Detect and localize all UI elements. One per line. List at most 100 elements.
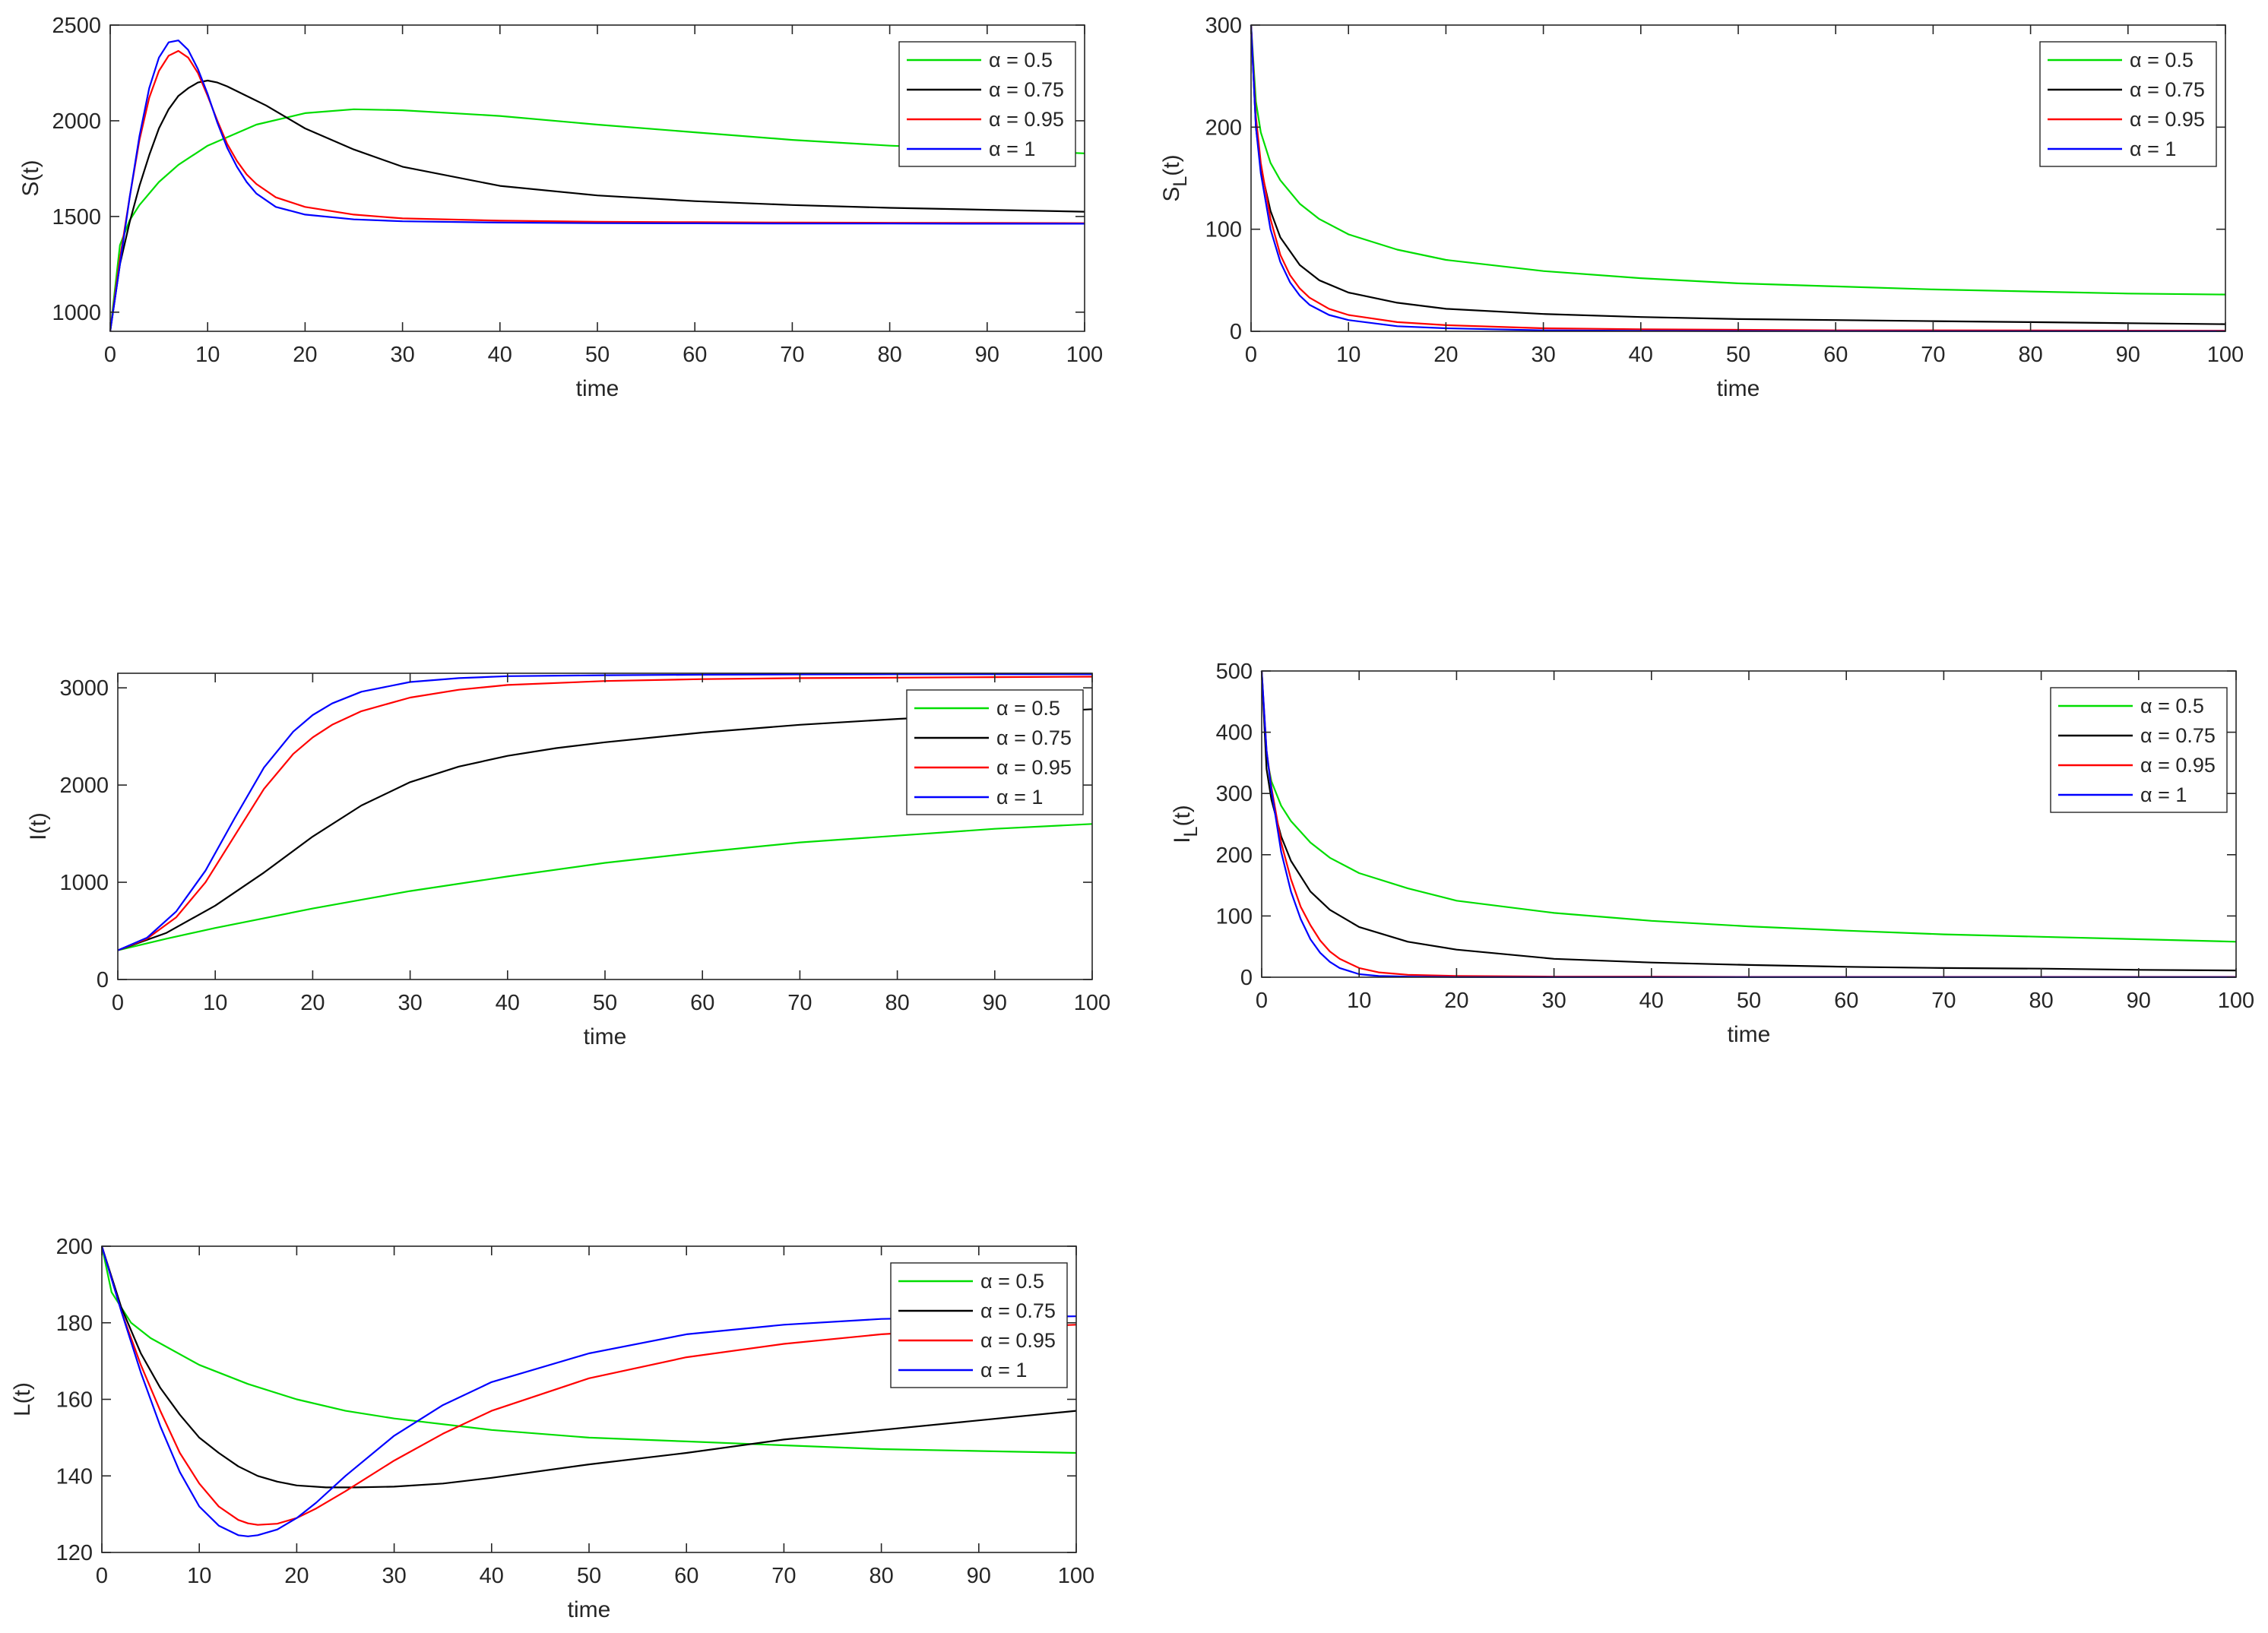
x-axis-label: time: [576, 376, 619, 401]
legend-entry: α = 0.95: [980, 1329, 1056, 1352]
legend-box: [2050, 687, 2228, 813]
chart-IL: 0 10 20 30 40 50 60 70 80 90 100 0 100 200 300 400 500 ti…: [1170, 660, 2254, 1047]
x-tick-label: 50: [577, 1564, 601, 1588]
x-tick-label: 40: [488, 343, 512, 367]
x-tick-label: 10: [1336, 343, 1360, 367]
series-line-SL-2: [1250, 24, 2226, 332]
x-tick-label: 100: [1066, 343, 1103, 367]
x-tick-label: 90: [975, 343, 999, 367]
y-tick-label: 160: [56, 1388, 93, 1413]
y-tick-label: 300: [1216, 782, 1253, 806]
x-tick-label: 90: [967, 1564, 991, 1588]
y-axis-label: IL(t): [1170, 805, 1202, 843]
x-tick-label: 50: [585, 343, 610, 367]
series-line-I-1: [117, 708, 1093, 951]
x-tick-label: 20: [1444, 989, 1468, 1013]
series-line-S-2: [109, 49, 1085, 332]
y-tick-label: 0: [1230, 320, 1242, 344]
x-tick-label: 70: [787, 991, 812, 1015]
legend: α = 0.5 α = 0.75 α = 0.95 α = 1: [906, 689, 1084, 815]
y-axis-label: I(t): [26, 812, 51, 840]
chart-SL: 0 10 20 30 40 50 60 70 80 90 100 0 100 200 300 time SL(t…: [1159, 14, 2244, 401]
legend-entry: α = 1: [2140, 783, 2187, 806]
x-tick-label: 40: [1629, 343, 1653, 367]
legend-entry: α = 0.75: [2140, 724, 2216, 747]
series-line-SL-1: [1250, 24, 2226, 325]
y-tick-label: 100: [1216, 904, 1253, 929]
chart-S: 0 10 20 30 40 50 60 70 80 90 100 1000 1500 2000 2500 ti…: [18, 14, 1103, 401]
series-line-S-3: [109, 40, 1085, 332]
x-tick-label: 10: [203, 991, 227, 1015]
y-tick-label: 100: [1205, 218, 1242, 242]
series-line-L-0: [100, 1245, 1077, 1454]
x-axis-label: time: [584, 1024, 627, 1049]
x-tick-label: 40: [480, 1564, 504, 1588]
x-tick-label: 10: [1347, 989, 1371, 1013]
x-axis-label: time: [1728, 1022, 1771, 1047]
legend-entry: α = 0.95: [996, 756, 1072, 779]
legend-entry: α = 0.5: [2130, 49, 2194, 71]
x-tick-label: 0: [104, 343, 116, 367]
legend-entry: α = 0.95: [2140, 754, 2216, 777]
y-tick-label: 140: [56, 1464, 93, 1489]
x-axis-label: time: [1717, 376, 1760, 401]
x-tick-label: 80: [869, 1564, 893, 1588]
series-line-S-1: [109, 79, 1085, 332]
x-tick-label: 50: [1726, 343, 1750, 367]
legend-entry: α = 0.75: [2130, 78, 2205, 101]
y-axis-label-sub: L: [1170, 176, 1191, 187]
legend-box: [2039, 41, 2217, 167]
y-tick-label: 0: [1240, 966, 1253, 990]
series-line-L-3: [100, 1245, 1077, 1537]
legend-entry: α = 1: [989, 138, 1035, 160]
legend: α = 0.5 α = 0.75 α = 0.95 α = 1: [898, 41, 1076, 167]
legend-entry: α = 0.75: [989, 78, 1064, 101]
series-line-S-0: [109, 108, 1085, 332]
x-tick-label: 30: [1541, 989, 1566, 1013]
x-tick-label: 70: [771, 1564, 796, 1588]
x-tick-label: 30: [390, 343, 414, 367]
y-tick-label: 120: [56, 1541, 93, 1565]
y-axis-label: L(t): [10, 1382, 35, 1416]
x-tick-label: 70: [1931, 989, 1956, 1013]
y-tick-label: 180: [56, 1312, 93, 1336]
y-axis-label-main: S: [1159, 187, 1184, 202]
x-tick-label: 60: [674, 1564, 698, 1588]
x-tick-label: 40: [1639, 989, 1664, 1013]
x-tick-label: 90: [2116, 343, 2140, 367]
x-tick-label: 20: [1433, 343, 1458, 367]
y-tick-label: 400: [1216, 721, 1253, 745]
x-tick-label: 10: [187, 1564, 211, 1588]
chart-I: 0 10 20 30 40 50 60 70 80 90 1000100020003000timeI…: [26, 673, 1110, 1049]
x-tick-label: 20: [293, 343, 317, 367]
y-tick-label: 2000: [52, 109, 101, 134]
y-axis-label-tail: (t): [1170, 805, 1195, 826]
legend: α = 0.5 α = 0.75 α = 0.95 α = 1: [2050, 687, 2228, 813]
x-tick-label: 30: [382, 1564, 406, 1588]
x-tick-label: 80: [2018, 343, 2042, 367]
legend-entry: α = 0.5: [980, 1270, 1044, 1293]
x-tick-label: 20: [284, 1564, 309, 1588]
legend-entry: α = 1: [2130, 138, 2176, 160]
x-tick-label: 70: [780, 343, 804, 367]
series-line-SL-0: [1250, 24, 2226, 296]
x-tick-label: 80: [2029, 989, 2053, 1013]
x-tick-label: 30: [1531, 343, 1555, 367]
x-tick-label: 40: [496, 991, 520, 1015]
y-tick-label: 1500: [52, 205, 101, 229]
legend-box: [898, 41, 1076, 167]
x-tick-label: 50: [593, 991, 617, 1015]
y-tick-label: 200: [1205, 116, 1242, 140]
y-axis-label-tail: (t): [1159, 154, 1184, 176]
legend-entry: α = 1: [980, 1359, 1027, 1381]
y-tick-label: 500: [1216, 660, 1253, 684]
chart-L: 0 10 20 30 40 50 60 70 80 90 100 120 140 160 180 200 tim…: [10, 1235, 1094, 1622]
x-tick-label: 100: [1058, 1564, 1094, 1588]
series-line-IL-0: [1260, 670, 2237, 943]
x-tick-label: 90: [983, 991, 1007, 1015]
legend-entry: α = 0.5: [989, 49, 1053, 71]
x-tick-label: 80: [877, 343, 901, 367]
legend-entry: α = 0.95: [2130, 108, 2205, 131]
x-tick-label: 100: [2218, 989, 2254, 1013]
legend-entry: α = 0.75: [996, 726, 1072, 749]
